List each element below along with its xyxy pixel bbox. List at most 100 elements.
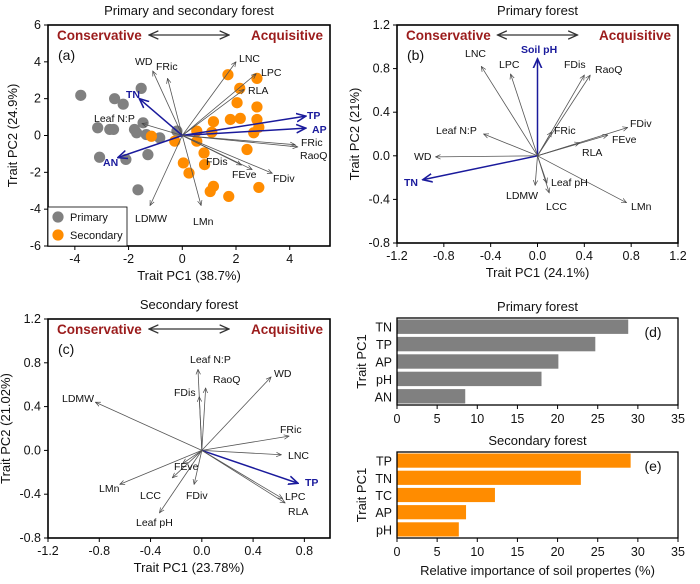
arrow-label: Leaf N:P <box>436 125 477 137</box>
category-label: TC <box>375 489 392 503</box>
y-axis-label: Trait PC2 (24.9%) <box>5 84 20 188</box>
y-tick-label: 4 <box>34 55 41 69</box>
arrow-label: LPC <box>499 59 520 71</box>
arrow-label: AN <box>103 157 118 169</box>
primary-point <box>131 127 143 139</box>
arrow-label: RLA <box>248 85 268 97</box>
arrow-label: FDis <box>206 156 228 168</box>
arrow-label: RLA <box>582 147 602 159</box>
x-tick-label: 0 <box>179 252 186 266</box>
category-label: TP <box>376 338 392 352</box>
x-tick-label: -0.4 <box>480 249 502 263</box>
loading-arrow-wd <box>436 156 538 157</box>
primary-point <box>154 132 166 144</box>
y-tick-label: -0.8 <box>368 236 390 250</box>
arrow-label: WD <box>274 368 292 380</box>
panel-a: Primary and secondary forest -4 -2 0 2 4 -6 -4 -… <box>5 3 331 283</box>
primary-point <box>75 89 87 101</box>
arrow-label: LCC <box>140 490 161 502</box>
panel-label: (e) <box>644 458 661 474</box>
arrow-label: FEve <box>612 134 637 146</box>
loading-arrow-lcc <box>172 450 203 477</box>
chart-title: Primary forest <box>497 299 578 314</box>
panel-label: (c) <box>58 341 74 357</box>
x-tick-label: 25 <box>591 412 605 426</box>
x-tick-label: -0.8 <box>433 249 455 263</box>
arrow-label: LMn <box>99 483 120 495</box>
arrow-label: Leaf N:P <box>94 113 135 125</box>
bar-tn <box>397 319 629 334</box>
loading-arrow-fdiv <box>182 135 272 174</box>
y-tick-label: -0.4 <box>368 192 390 206</box>
arrow-label: LDMW <box>506 190 538 202</box>
secondary-point <box>241 143 253 156</box>
primary-point <box>117 98 129 110</box>
conservative-label: Conservative <box>57 322 142 337</box>
x-tick-label: 0.0 <box>193 544 210 558</box>
x-tick-label: 4 <box>286 252 293 266</box>
loading-arrow-leafnp <box>142 124 183 136</box>
y-tick-label: 0 <box>34 129 41 143</box>
loading-arrow-rla <box>201 450 285 503</box>
panel-label: (a) <box>58 47 75 63</box>
y-tick-label: 0.0 <box>373 149 390 163</box>
loading-arrow-lmn <box>120 450 202 484</box>
category-label: pH <box>376 373 392 387</box>
x-tick-label: 0.4 <box>244 544 261 558</box>
acquisitive-label: Acquisitive <box>251 322 324 337</box>
loading-arrow-leafnp <box>484 134 538 157</box>
x-tick-label: 20 <box>551 545 565 559</box>
x-tick-label: 5 <box>434 412 441 426</box>
chart-title: Secondary forest <box>140 297 239 312</box>
primary-point <box>107 123 120 136</box>
category-label: AP <box>375 356 392 370</box>
primary-point <box>92 122 104 134</box>
primary-point <box>142 149 154 161</box>
bar-ap <box>397 505 467 520</box>
loading-arrow-fric <box>201 436 289 451</box>
loading-arrow-tn <box>423 155 538 180</box>
loading-arrow-rla <box>182 89 244 136</box>
loading-arrow-raoq <box>201 388 206 451</box>
x-tick-label: 20 <box>551 412 565 426</box>
plot-frame <box>396 451 679 539</box>
conservative-label: Conservative <box>406 28 491 43</box>
arrow-label: FRic <box>280 424 302 436</box>
loading-arrow-wd <box>201 377 271 451</box>
arrow-label: RLA <box>288 506 308 518</box>
arrow-label: TN <box>126 89 140 101</box>
loading-arrow-lmn <box>181 135 201 206</box>
x-tick-label: 0 <box>394 412 401 426</box>
arrow-label: FDis <box>174 387 196 399</box>
arrow-label: FEve <box>174 461 199 473</box>
x-tick-label: 0 <box>394 545 401 559</box>
x-tick-label: 2 <box>233 252 240 266</box>
x-tick-label: -0.8 <box>88 544 110 558</box>
panel-label: (b) <box>407 47 424 63</box>
secondary-point <box>198 147 210 159</box>
arrow-label: LDMW <box>62 393 94 405</box>
arrow-label: Soil pH <box>521 44 557 56</box>
bar-tc <box>397 487 495 503</box>
arrow-label: RaoQ <box>213 374 240 386</box>
arrow-label: WD <box>414 151 432 163</box>
loading-arrow-ap <box>182 128 306 137</box>
arrow-label: LCC <box>546 201 567 213</box>
y-tick-label: 1.2 <box>24 312 41 326</box>
y-axis-label: Trait PC1 <box>354 334 369 388</box>
acquisitive-label: Acquisitive <box>599 28 672 43</box>
secondary-point <box>248 127 260 139</box>
panel-e: Secondary forest TP TN TC AP pH0 5 10 15 20 25 30 35… <box>354 433 685 578</box>
y-tick-label: 0.4 <box>373 105 390 119</box>
loading-arrow-feve <box>182 135 252 170</box>
arrow-label: LNC <box>288 450 309 462</box>
loading-arrow-ldmw <box>535 155 537 185</box>
loading-arrow-lnc <box>201 450 281 454</box>
arrow-label: FDiv <box>273 173 295 185</box>
panel-label: (d) <box>644 324 661 340</box>
secondary-point <box>253 181 265 194</box>
x-tick-label: 0.8 <box>622 249 639 263</box>
panel-c: Secondary forest-1.2 -0.8 -0.4 0.0 0.4 0.8-0.… <box>0 297 331 575</box>
arrow-label: LNC <box>239 53 260 65</box>
x-tick-label: 0.4 <box>576 249 593 263</box>
